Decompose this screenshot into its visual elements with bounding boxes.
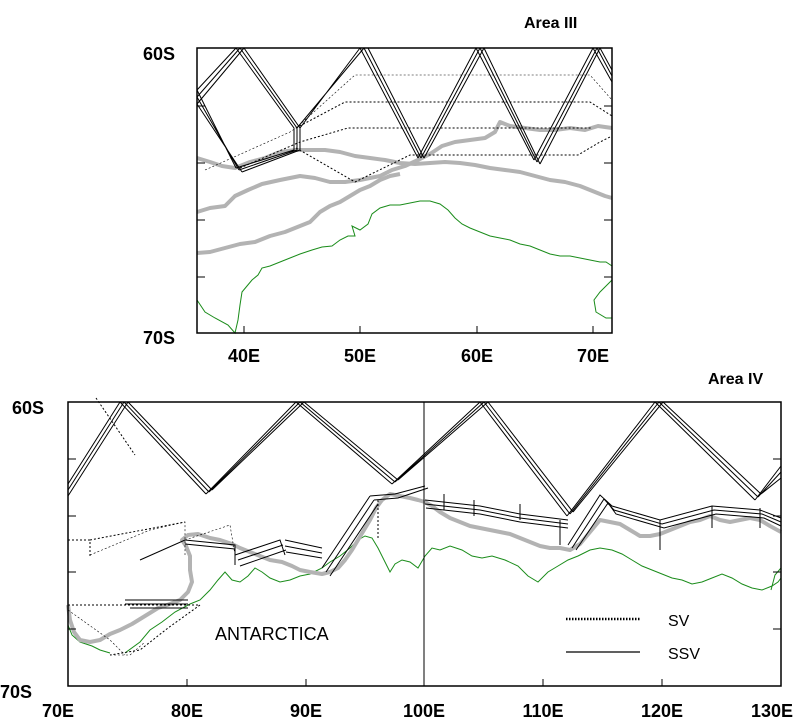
lat-70s-label-area-iv: 70S	[0, 682, 32, 702]
sv-tracks-area-iv	[67, 397, 379, 656]
coastline-area-iii	[196, 200, 613, 335]
ice-edge-area-iv	[66, 492, 782, 644]
ssv-zigzag-area-iv	[67, 401, 782, 517]
legend-sv-label: SV	[668, 613, 690, 630]
lat-70s-label-area-iii: 70S	[143, 328, 175, 348]
lon-label-110e: 110E	[522, 701, 563, 721]
lon-label-60e: 60E	[461, 346, 493, 366]
lon-label-130e: 130E	[751, 701, 793, 721]
lon-label-80e: 80E	[171, 701, 203, 721]
lat-60s-label-area-iii: 60S	[143, 44, 175, 64]
ssv-tracks-area-iv	[125, 485, 782, 609]
lon-label-50e: 50E	[344, 346, 376, 366]
ticks-area-iv	[68, 458, 781, 686]
lon-label-100e: 100E	[403, 701, 445, 721]
map-area-iii: Area III	[143, 15, 613, 366]
ice-edge-inner-area-iii	[196, 120, 613, 214]
lon-label-70e: 70E	[577, 346, 609, 366]
lat-60s-label-area-iv: 60S	[12, 398, 44, 418]
lon-label-120e: 120E	[641, 701, 683, 721]
sv-line-1-area-iii	[239, 127, 592, 169]
map-frame-area-iv	[67, 401, 782, 687]
area-iv-label: Area IV	[708, 371, 763, 388]
lon-label-40e: 40E	[228, 346, 260, 366]
map-frame-area-iii	[196, 47, 613, 334]
map-legend: SV SSV	[566, 613, 700, 663]
ssv-zigzag-area-iii	[196, 47, 613, 173]
sv-track-area-iii	[295, 135, 613, 183]
ice-edge-outer-area-iii	[196, 148, 613, 200]
ticks-area-iii	[197, 105, 612, 333]
sv-line-3-area-iii	[295, 74, 613, 129]
area-iii-label: Area III	[524, 15, 577, 32]
map-area-iv: Area IV	[0, 371, 793, 721]
lon-label-90e: 90E	[290, 701, 322, 721]
coastline-area-iv	[67, 535, 782, 654]
sv-line-2-area-iii	[295, 101, 613, 129]
ice-edge-south-area-iii	[196, 172, 401, 255]
legend-ssv-label: SSV	[668, 646, 700, 663]
antarctica-label: ANTARCTICA	[215, 624, 329, 644]
lon-label-70e-bottom: 70E	[42, 701, 74, 721]
